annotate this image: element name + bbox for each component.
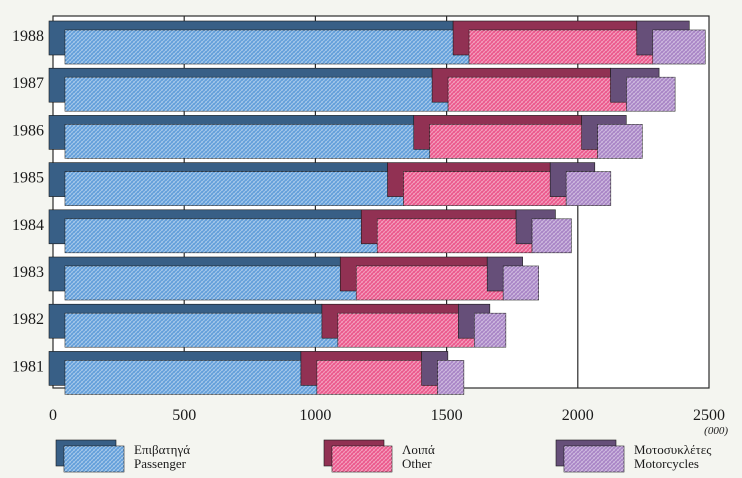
bar-texture [65, 266, 357, 300]
x-tick-label: 2500 [693, 407, 725, 424]
legend-label-greek: Λοιπά [402, 442, 435, 457]
bar-texture [316, 360, 438, 395]
x-tick-label: 0 [49, 407, 57, 424]
legend-swatch-texture [332, 446, 392, 472]
bar-texture [448, 77, 627, 112]
bar-texture [337, 313, 475, 348]
bar-texture [566, 171, 611, 206]
bar-texture [474, 313, 506, 348]
y-tick-label: 1982 [12, 311, 44, 328]
y-tick-label: 1988 [12, 28, 44, 45]
bar-texture [356, 266, 504, 300]
y-tick-label: 1986 [12, 122, 44, 139]
bar-texture [503, 266, 539, 300]
bar-texture [65, 218, 378, 253]
bar-texture [65, 77, 449, 112]
bar-texture [65, 30, 470, 64]
x-tick-label: 2000 [562, 407, 594, 424]
legend-label-english: Motorcycles [634, 456, 699, 471]
bar-texture [65, 124, 430, 159]
bar-texture [65, 313, 338, 348]
y-tick-label: 1985 [12, 170, 44, 187]
unit-label: (000) [704, 425, 728, 437]
legend-label-greek: Μοτοσυκλέτες [634, 442, 712, 457]
legend-label-english: Passenger [134, 456, 186, 471]
y-tick-label: 1984 [12, 217, 44, 234]
bar-texture [652, 30, 706, 64]
bar-texture [597, 124, 643, 159]
y-tick-label: 1983 [12, 264, 44, 281]
bar-texture [469, 30, 653, 64]
legend-label-greek: Επιβατηγά [134, 442, 191, 457]
bar-texture [429, 124, 598, 159]
bar-texture [626, 77, 676, 112]
y-tick-label: 1987 [12, 75, 44, 92]
legend-swatch-texture [564, 446, 624, 472]
bar-texture [437, 360, 464, 395]
bar-texture [65, 360, 317, 395]
bar-texture [403, 171, 567, 206]
legend [55, 439, 625, 473]
bar-texture [65, 171, 404, 206]
legend-label-english: Other [402, 456, 432, 471]
bar-texture [377, 218, 533, 253]
labels: 0 500 1000 1500 2000 2500(000) 1988 1987 1986 198… [12, 28, 728, 437]
x-tick-label: 1500 [431, 407, 463, 424]
x-tick-label: 500 [172, 407, 196, 424]
bars [48, 20, 706, 395]
bar-texture [532, 218, 572, 253]
legend-swatch-texture [64, 446, 124, 472]
y-tick-label: 1981 [12, 358, 44, 375]
x-tick-label: 1000 [299, 407, 331, 424]
